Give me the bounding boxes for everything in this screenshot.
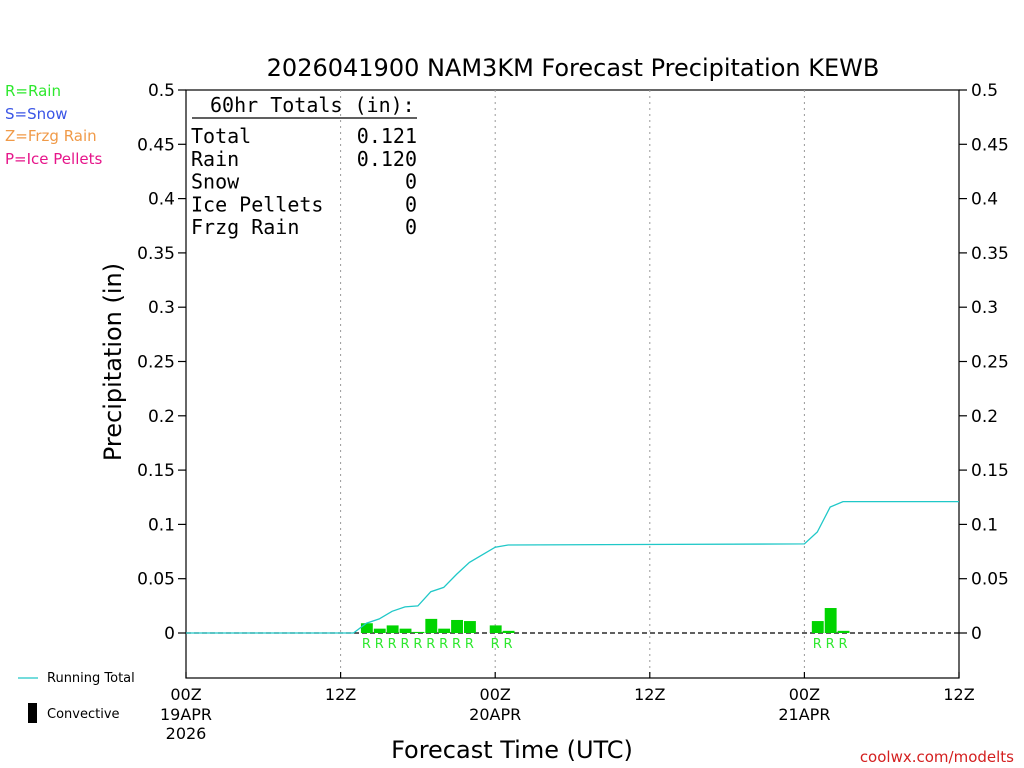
totals-label-3: Ice Pellets (191, 192, 323, 216)
ptype-marker-4: R (413, 637, 422, 652)
ptype-marker-6: R (439, 637, 448, 652)
y-tick-label-left-0: 0 (164, 624, 175, 644)
y-tick-label-left-7: 0.35 (137, 244, 175, 264)
y-tick-label-left-4: 0.2 (148, 407, 175, 427)
plot-frame (185, 89, 960, 679)
ptype-legend: R=Rain S=Snow Z=Frzg Rain P=Ice Pellets (5, 82, 102, 168)
ptype-marker-12: R (826, 637, 835, 652)
totals-label-2: Snow (191, 170, 240, 194)
x-tick-label-5: 12Z (943, 685, 974, 704)
y-tick-label-left-1: 0.05 (137, 570, 175, 590)
x-axis-label: Forecast Time (UTC) (391, 736, 633, 764)
precip-bar-11 (811, 621, 824, 633)
precip-bar-4 (412, 631, 425, 633)
totals-label-4: Frzg Rain (191, 215, 299, 239)
ptype-marker-8: R (465, 637, 474, 652)
precip-bar-1 (373, 628, 386, 633)
y-tick-label-right-7: 0.35 (971, 244, 1009, 264)
x-tick-label-1: 12Z (325, 685, 356, 704)
ptype-marker-3: R (400, 637, 409, 652)
precip-bar-10 (502, 630, 515, 633)
y-tick-label-left-9: 0.45 (137, 135, 175, 155)
precip-bar-3 (399, 628, 412, 633)
precip-bar-2 (386, 625, 399, 633)
totals-header: 60hr Totals (in): (210, 93, 415, 117)
convective-legend-label: Convective (47, 707, 120, 722)
y-tick-label-right-5: 0.25 (971, 353, 1009, 373)
legend-rain: R=Rain (5, 82, 61, 100)
y-tick-label-right-9: 0.45 (971, 135, 1009, 155)
x-tick-label-0: 00Z (170, 685, 201, 704)
y-tick-label-right-6: 0.3 (971, 298, 998, 318)
x-tick-date-0: 19APR (160, 705, 212, 724)
legend-freezing-rain: Z=Frzg Rain (5, 127, 97, 145)
ptype-marker-11: R (813, 637, 822, 652)
y-axis-label: Precipitation (in) (99, 263, 127, 461)
y-tick-label-right-1: 0.05 (971, 570, 1009, 590)
x-tick-date-4: 21APR (778, 705, 830, 724)
ptype-marker-2: R (388, 637, 397, 652)
hourly-bars (360, 608, 850, 633)
y-tick-label-right-3: 0.15 (971, 461, 1009, 481)
y-tick-label-right-4: 0.2 (971, 407, 998, 427)
precip-bar-9 (489, 625, 502, 633)
totals-label-0: Total (191, 124, 251, 148)
precip-bar-0 (360, 623, 373, 633)
x-tick-year-0: 2026 (166, 724, 207, 743)
ptype-marker-5: R (426, 637, 435, 652)
y-axis-ticks: 0 00.05 0.050.1 0.10.15 0.150.2 0.20.25 0.250.… (137, 81, 1009, 644)
running-total-legend-label: Running Total (47, 671, 135, 686)
y-tick-label-left-2: 0.1 (148, 515, 175, 535)
running-total-line (186, 500, 959, 634)
ptype-marker-0: R (362, 637, 371, 652)
legend-snow: S=Snow (5, 105, 68, 123)
y-tick-label-right-8: 0.4 (971, 190, 998, 210)
chart-title: 2026041900 NAM3KM Forecast Precipitation… (267, 54, 880, 82)
y-tick-label-left-6: 0.3 (148, 298, 175, 318)
precip-bar-5 (425, 618, 438, 633)
convective-legend-swatch (28, 703, 37, 723)
legend-ice-pellets: P=Ice Pellets (5, 150, 102, 168)
x-tick-label-4: 00Z (789, 685, 820, 704)
credit-link[interactable]: coolwx.com/modelts (860, 748, 1014, 766)
precip-bar-7 (451, 619, 463, 633)
y-tick-label-right-10: 0.5 (971, 81, 998, 101)
ptype-marker-1: R (375, 637, 384, 652)
ptype-marker-13: R (839, 637, 848, 652)
y-tick-label-left-3: 0.15 (137, 461, 175, 481)
totals-value-2: 0 (405, 170, 417, 194)
x-tick-label-3: 12Z (634, 685, 665, 704)
y-tick-label-left-5: 0.25 (137, 353, 175, 373)
y-tick-label-right-0: 0 (971, 624, 982, 644)
ptype-marker-9: R (491, 637, 500, 652)
totals-value-3: 0 (405, 192, 417, 216)
ptype-marker-7: R (452, 637, 461, 652)
x-tick-label-2: 00Z (480, 685, 511, 704)
totals-box: 60hr Totals (in): Total 0.121 Rain 0.120 Sno… (191, 93, 417, 239)
y-tick-label-left-10: 0.5 (148, 81, 175, 101)
y-tick-label-left-8: 0.4 (148, 190, 175, 210)
y-tick-label-right-2: 0.1 (971, 515, 998, 535)
gridlines (340, 90, 805, 678)
precip-bar-13 (837, 630, 850, 633)
totals-value-0: 0.121 (357, 124, 417, 148)
x-tick-date-2: 20APR (469, 705, 521, 724)
precip-bar-6 (438, 628, 451, 633)
series-legend: Running Total Convective (18, 671, 135, 723)
precip-bar-8 (463, 621, 476, 633)
totals-value-4: 0 (405, 215, 417, 239)
totals-label-1: Rain (191, 147, 239, 171)
ptype-marker-10: R (504, 637, 513, 652)
totals-value-1: 0.120 (357, 147, 417, 171)
precip-bar-12 (824, 608, 837, 633)
